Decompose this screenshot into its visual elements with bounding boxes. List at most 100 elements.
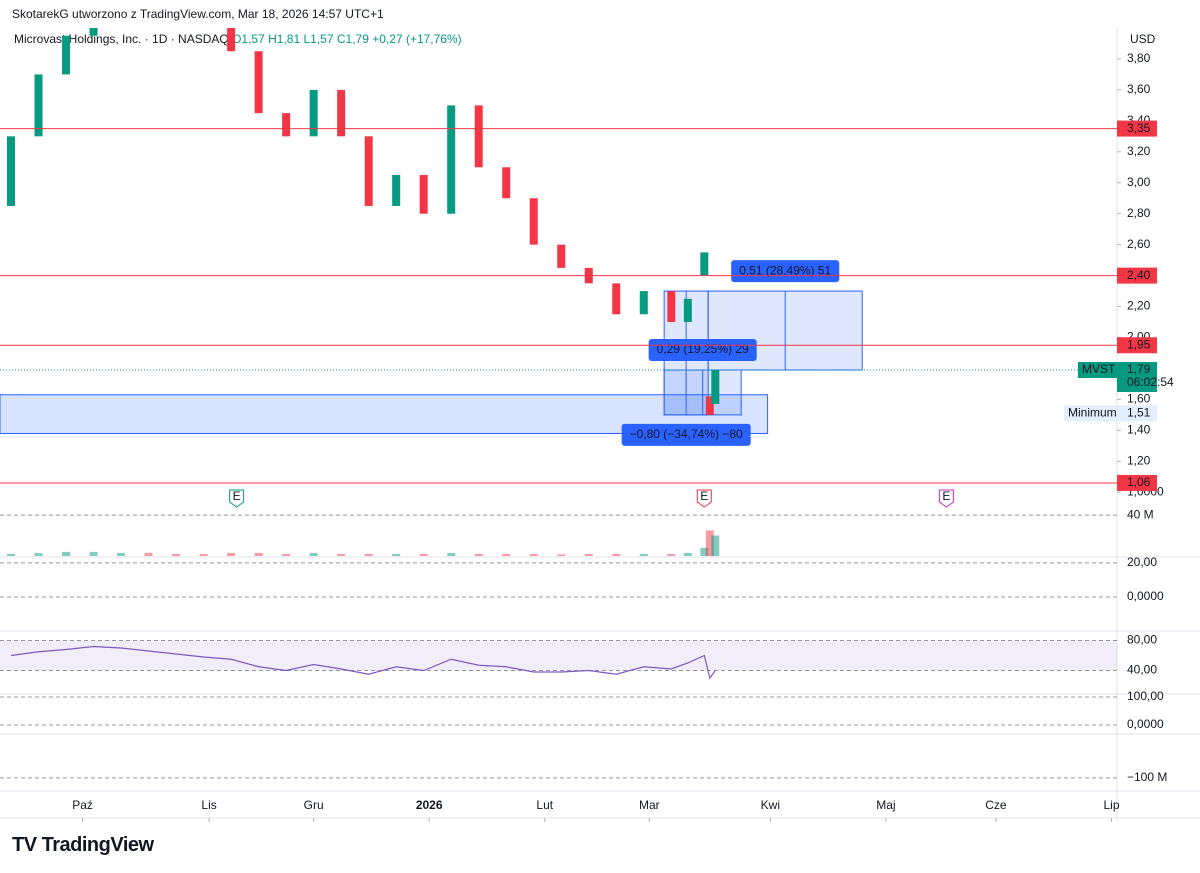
volume-bar: [309, 552, 318, 556]
y-tick-label: 20,00: [1127, 555, 1157, 569]
candle-body: [705, 396, 714, 415]
volume-bar: [447, 552, 456, 556]
volume-bar: [502, 553, 511, 556]
volume-bar: [612, 553, 621, 556]
minimum-text: Minimum: [1068, 406, 1117, 420]
candle-body: [282, 113, 291, 137]
price-label: 2,40: [1127, 268, 1151, 282]
y-tick-label: 0,0000: [1127, 589, 1164, 603]
candle-body: [89, 28, 98, 36]
earnings-label: E: [700, 489, 708, 503]
y-tick-label: 40 M: [1127, 507, 1154, 521]
y-tick-label: 1,40: [1127, 423, 1151, 437]
ohlc-high: H1,81: [268, 32, 301, 46]
price-label-bg: [1117, 120, 1157, 137]
candle-body: [419, 175, 428, 214]
change: +0,27 (+17,76%): [372, 32, 462, 46]
candle-body: [667, 291, 676, 323]
x-tick-label: 2026: [416, 798, 443, 812]
earnings-label: E: [942, 489, 950, 503]
y-tick-label: 1,20: [1127, 453, 1151, 467]
y-tick-label: 2,80: [1127, 206, 1151, 220]
y-tick-label: −100 M: [1127, 770, 1167, 784]
measure-label-bg: [621, 423, 751, 446]
candle-body: [474, 105, 483, 168]
volume-bar: [667, 553, 676, 556]
brand: TV TradingView: [12, 834, 154, 856]
price-label: 1,95: [1127, 337, 1151, 351]
price-label-bg: [1117, 474, 1157, 491]
y-tick-label: 80,00: [1127, 633, 1157, 647]
y-tick-label: 2,60: [1127, 237, 1151, 251]
y-tick-label: 1,60: [1127, 392, 1151, 406]
candle-body: [364, 136, 373, 206]
brand-text: TradingView: [41, 834, 154, 856]
volume-bar: [62, 551, 71, 556]
volume-bar: [227, 552, 236, 556]
symbol-label: MVST: [1082, 362, 1116, 376]
y-tick-label: 3,20: [1127, 144, 1151, 158]
volume-bar: [700, 547, 709, 556]
x-tick-label: Kwi: [761, 798, 780, 812]
candle-body: [34, 74, 43, 137]
y-tick-label: 3,00: [1127, 175, 1151, 189]
y-tick-label: 100,00: [1127, 689, 1164, 703]
y-tick-label: 0,0000: [1127, 717, 1164, 731]
symbol-label-bg: [1078, 362, 1117, 379]
volume-bar: [392, 553, 401, 556]
x-tick-label: Maj: [876, 798, 895, 812]
minimum-bg: [1064, 405, 1157, 422]
measure-label: −0,80 (−34,74%) −80: [630, 427, 743, 441]
volume-bar: [89, 551, 98, 556]
author-line: SkotarekG utworzono z TradingView.com, M…: [12, 7, 384, 21]
volume-bar: [584, 553, 593, 556]
volume-bar: [529, 553, 538, 556]
volume-bar: [199, 553, 208, 556]
x-tick-label: Lip: [1103, 798, 1119, 812]
earnings-marker: [229, 489, 245, 508]
volume-bar: [474, 553, 483, 556]
candle-body: [199, 28, 208, 29]
indicator-line: [10, 645, 716, 680]
candle-body: [254, 51, 263, 114]
measure-label-bg: [731, 260, 840, 283]
y-tick-label: 2,20: [1127, 299, 1151, 313]
currency: USD: [1130, 32, 1156, 46]
candle-body: [62, 35, 71, 75]
candle-body: [683, 298, 692, 323]
volume-bar: [34, 552, 43, 556]
countdown: 06:02:54: [1127, 375, 1174, 389]
y-tick-label: 40,00: [1127, 663, 1157, 677]
main-pane: [0, 0, 863, 434]
x-tick-label: Gru: [304, 798, 324, 812]
x-tick-label: Lut: [536, 798, 553, 812]
candle-body: [711, 370, 720, 405]
volume-bar: [117, 552, 126, 556]
volume-bar: [557, 554, 566, 556]
candle-body: [529, 198, 538, 245]
candle-body: [227, 28, 236, 52]
volume-bar: [639, 553, 648, 556]
price-label-bg: [1117, 337, 1157, 354]
price-label: 1,06: [1127, 475, 1151, 489]
candle-body: [337, 89, 346, 137]
candle-body: [392, 175, 401, 206]
ohlc-open: O1,57: [232, 32, 265, 46]
volume-bar: [364, 553, 373, 556]
candle-body: [700, 252, 709, 276]
volume-bar: [144, 552, 153, 556]
minimum-label: 1,51: [1127, 406, 1151, 420]
x-tick-label: Lis: [201, 798, 216, 812]
volume-bar: [254, 552, 263, 556]
price-label: 3,35: [1127, 121, 1151, 135]
candle-body: [172, 0, 180, 5]
volume-bar: [419, 553, 428, 556]
volume-bar: [282, 553, 291, 556]
candle-body: [639, 291, 648, 315]
y-tick-label: 3,80: [1127, 51, 1151, 65]
y-tick-label: 3,60: [1127, 82, 1151, 96]
volume-bar: [683, 552, 692, 556]
ohlc-close: C1,79: [336, 32, 369, 46]
volume-bar: [337, 553, 346, 556]
